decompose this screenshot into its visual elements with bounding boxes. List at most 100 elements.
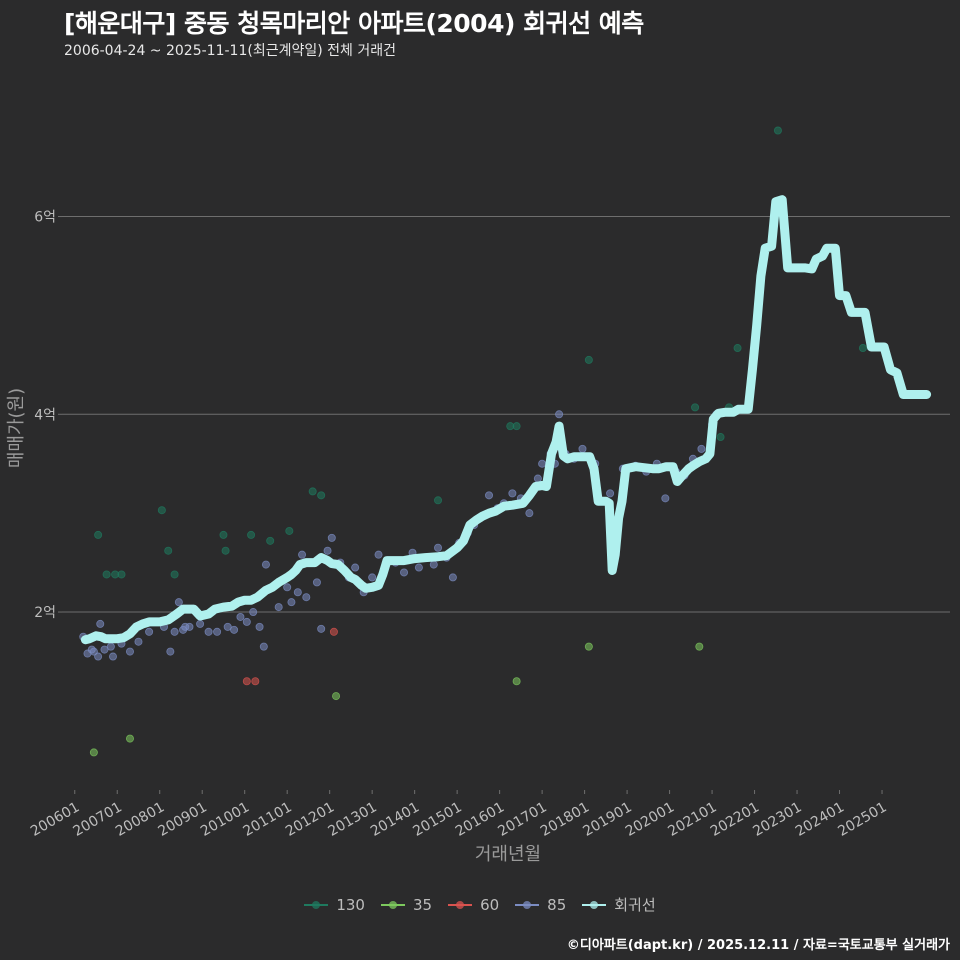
data-points [79, 126, 867, 757]
legend-item-130: 130 [304, 895, 365, 915]
point-130-21 [733, 344, 742, 353]
point-85-27 [274, 603, 283, 612]
point-85-22 [242, 617, 251, 626]
point-35-1 [125, 734, 134, 743]
y-tick-label-1: 4억 [34, 407, 56, 423]
point-85-51 [434, 543, 443, 552]
point-85-16 [196, 619, 205, 628]
legend-label-60: 60 [480, 895, 500, 914]
legend: 130 35 60 85 회귀선 [0, 894, 960, 915]
point-85-58 [485, 491, 494, 500]
point-85-32 [302, 593, 311, 602]
y-tick-label-2: 6억 [34, 210, 56, 226]
legend-key-85 [515, 895, 540, 915]
point-85-78 [661, 494, 670, 503]
point-85-7 [125, 647, 134, 656]
point-60-0 [242, 677, 251, 686]
point-130-4 [157, 506, 166, 515]
point-130-14 [434, 496, 443, 505]
point-130-19 [716, 433, 725, 442]
x-axis-label: 거래년월 [475, 844, 541, 865]
point-130-0 [94, 530, 103, 539]
point-35-3 [512, 677, 521, 686]
point-85-4 [106, 642, 115, 651]
point-85-88 [181, 622, 190, 631]
legend-label-85: 85 [547, 895, 567, 914]
point-85-29 [287, 598, 296, 607]
legend-label-130: 130 [336, 895, 365, 914]
point-35-5 [695, 642, 704, 651]
point-85-64 [533, 474, 542, 483]
point-85-63 [525, 509, 534, 518]
point-85-46 [400, 568, 409, 577]
point-85-20 [230, 625, 239, 634]
point-130-1 [102, 570, 111, 579]
point-85-9 [96, 619, 105, 628]
point-85-26 [261, 560, 270, 569]
legend-item-35: 35 [380, 895, 433, 915]
legend-item-regression: 회귀선 [582, 894, 656, 915]
point-85-21 [236, 612, 245, 621]
legend-label-35: 35 [412, 895, 433, 914]
point-130-11 [285, 526, 294, 535]
y-axis-label: 매매가(원) [6, 388, 27, 468]
point-130-25 [858, 344, 867, 353]
legend-key-130 [304, 895, 329, 915]
point-85-82 [697, 444, 706, 453]
legend-item-85: 85 [515, 895, 566, 915]
point-85-50 [429, 560, 438, 569]
point-35-4 [584, 642, 593, 651]
point-85-28 [283, 583, 292, 592]
chart-title: [해운대구] 중동 청목마리안 아파트(2004) 회귀선 예측 [64, 9, 644, 38]
regression-line [80, 195, 932, 645]
y-axis: 2억 4억 6억 [34, 210, 62, 621]
point-85-53 [448, 573, 457, 582]
point-85-40 [351, 563, 360, 572]
point-85-36 [323, 546, 332, 555]
point-85-17 [204, 627, 213, 636]
point-85-18 [213, 627, 222, 636]
point-85-24 [255, 622, 264, 631]
point-85-86 [87, 645, 96, 654]
point-85-71 [578, 444, 587, 453]
y-tick-label-0: 2억 [34, 605, 56, 621]
x-axis: 2006012007012008012009012010012011012012… [28, 790, 890, 840]
point-85-23 [249, 608, 258, 617]
point-35-2 [332, 692, 341, 701]
legend-item-60: 60 [448, 895, 499, 915]
chart-subtitle: 2006-04-24 ~ 2025-11-11(최근계약일) 전체 거래건 [64, 43, 396, 59]
point-60-2 [329, 627, 338, 636]
point-85-2 [94, 652, 103, 661]
point-130-17 [584, 355, 593, 364]
point-85-13 [174, 598, 183, 607]
legend-key-regression [582, 895, 607, 915]
point-85-3 [100, 645, 109, 654]
point-85-31 [298, 550, 307, 559]
point-130-5 [164, 546, 173, 555]
point-130-16 [512, 422, 521, 431]
point-85-73 [606, 489, 615, 498]
point-130-13 [317, 491, 326, 500]
source-caption: ©디아파트(dapt.kr) / 2025.12.11 / 자료=국토교통부 실… [566, 938, 950, 953]
point-85-43 [374, 550, 383, 559]
point-85-35 [317, 624, 326, 633]
point-85-68 [555, 410, 564, 419]
point-85-8 [134, 637, 143, 646]
legend-key-60 [448, 895, 473, 915]
point-85-12 [170, 627, 179, 636]
point-85-61 [508, 489, 517, 498]
point-85-5 [108, 652, 117, 661]
point-85-30 [293, 588, 302, 597]
point-85-37 [327, 533, 336, 542]
legend-key-35 [380, 895, 405, 915]
point-130-9 [247, 530, 256, 539]
legend-label-regression: 회귀선 [614, 896, 656, 914]
point-60-1 [251, 677, 260, 686]
point-130-12 [308, 487, 317, 496]
point-85-48 [414, 563, 423, 572]
point-85-25 [259, 642, 268, 651]
chart-plot: 2억 4억 6억 200601200701200801200901201001201… [6, 126, 950, 865]
point-130-7 [219, 530, 228, 539]
point-130-22 [773, 126, 782, 135]
point-85-87 [145, 627, 154, 636]
